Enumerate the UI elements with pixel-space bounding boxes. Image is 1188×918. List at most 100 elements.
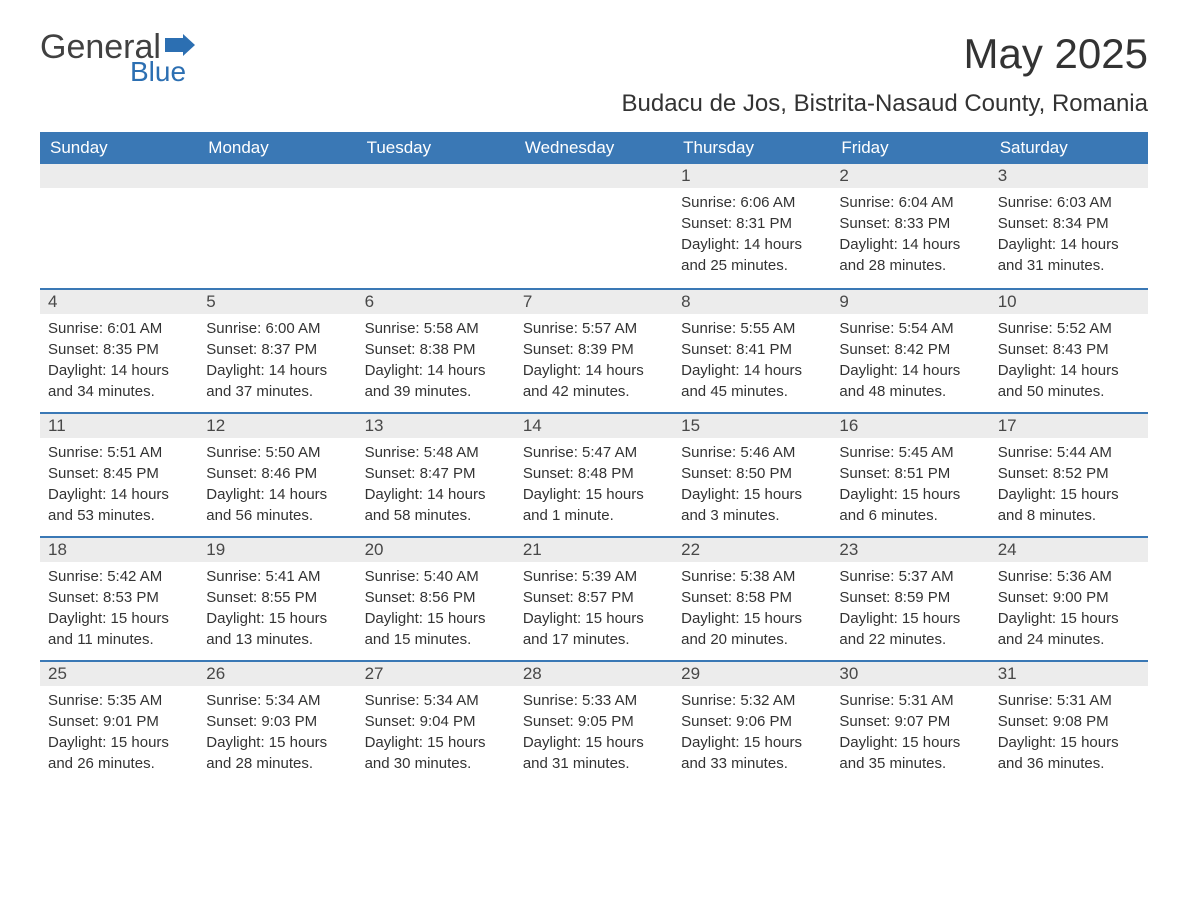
sunset-line: Sunset: 9:06 PM — [681, 711, 823, 732]
day-cell: 2Sunrise: 6:04 AMSunset: 8:33 PMDaylight… — [831, 164, 989, 288]
day-cell: 27Sunrise: 5:34 AMSunset: 9:04 PMDayligh… — [357, 662, 515, 784]
day-number: 17 — [990, 414, 1148, 438]
day-cell: 22Sunrise: 5:38 AMSunset: 8:58 PMDayligh… — [673, 538, 831, 660]
daylight-line: Daylight: 14 hours and 25 minutes. — [681, 234, 823, 276]
daylight-line: Daylight: 14 hours and 58 minutes. — [365, 484, 507, 526]
day-number: 10 — [990, 290, 1148, 314]
daylight-line: Daylight: 15 hours and 11 minutes. — [48, 608, 190, 650]
day-number: 3 — [990, 164, 1148, 188]
day-body: Sunrise: 5:55 AMSunset: 8:41 PMDaylight:… — [673, 314, 831, 412]
day-cell: 20Sunrise: 5:40 AMSunset: 8:56 PMDayligh… — [357, 538, 515, 660]
logo-text-blue: Blue — [130, 58, 186, 86]
day-number: 24 — [990, 538, 1148, 562]
sunset-line: Sunset: 8:35 PM — [48, 339, 190, 360]
day-body: Sunrise: 5:31 AMSunset: 9:08 PMDaylight:… — [990, 686, 1148, 784]
day-cell: 10Sunrise: 5:52 AMSunset: 8:43 PMDayligh… — [990, 290, 1148, 412]
day-body: Sunrise: 5:32 AMSunset: 9:06 PMDaylight:… — [673, 686, 831, 784]
sunset-line: Sunset: 8:46 PM — [206, 463, 348, 484]
sunrise-line: Sunrise: 5:34 AM — [206, 690, 348, 711]
day-cell: 30Sunrise: 5:31 AMSunset: 9:07 PMDayligh… — [831, 662, 989, 784]
sunset-line: Sunset: 9:03 PM — [206, 711, 348, 732]
sunset-line: Sunset: 8:55 PM — [206, 587, 348, 608]
day-cell — [198, 164, 356, 288]
sunrise-line: Sunrise: 5:32 AM — [681, 690, 823, 711]
sunrise-line: Sunrise: 5:38 AM — [681, 566, 823, 587]
day-cell: 3Sunrise: 6:03 AMSunset: 8:34 PMDaylight… — [990, 164, 1148, 288]
dow-cell: Thursday — [673, 132, 831, 164]
daylight-line: Daylight: 15 hours and 28 minutes. — [206, 732, 348, 774]
daylight-line: Daylight: 15 hours and 33 minutes. — [681, 732, 823, 774]
day-number: 13 — [357, 414, 515, 438]
day-number: 21 — [515, 538, 673, 562]
daylight-line: Daylight: 14 hours and 50 minutes. — [998, 360, 1140, 402]
day-cell: 14Sunrise: 5:47 AMSunset: 8:48 PMDayligh… — [515, 414, 673, 536]
day-body: Sunrise: 5:48 AMSunset: 8:47 PMDaylight:… — [357, 438, 515, 536]
daylight-line: Daylight: 14 hours and 34 minutes. — [48, 360, 190, 402]
day-cell: 6Sunrise: 5:58 AMSunset: 8:38 PMDaylight… — [357, 290, 515, 412]
day-cell: 28Sunrise: 5:33 AMSunset: 9:05 PMDayligh… — [515, 662, 673, 784]
daylight-line: Daylight: 15 hours and 17 minutes. — [523, 608, 665, 650]
day-number: 29 — [673, 662, 831, 686]
day-cell: 26Sunrise: 5:34 AMSunset: 9:03 PMDayligh… — [198, 662, 356, 784]
sunrise-line: Sunrise: 5:42 AM — [48, 566, 190, 587]
sunset-line: Sunset: 8:56 PM — [365, 587, 507, 608]
sunrise-line: Sunrise: 6:01 AM — [48, 318, 190, 339]
week-row: 25Sunrise: 5:35 AMSunset: 9:01 PMDayligh… — [40, 660, 1148, 784]
day-cell: 12Sunrise: 5:50 AMSunset: 8:46 PMDayligh… — [198, 414, 356, 536]
dow-cell: Sunday — [40, 132, 198, 164]
day-number: 6 — [357, 290, 515, 314]
header: General Blue May 2025 — [40, 30, 1148, 86]
dow-cell: Saturday — [990, 132, 1148, 164]
day-body: Sunrise: 5:41 AMSunset: 8:55 PMDaylight:… — [198, 562, 356, 660]
dow-cell: Wednesday — [515, 132, 673, 164]
sunrise-line: Sunrise: 5:31 AM — [998, 690, 1140, 711]
day-body: Sunrise: 5:45 AMSunset: 8:51 PMDaylight:… — [831, 438, 989, 536]
day-number: 11 — [40, 414, 198, 438]
day-number: 18 — [40, 538, 198, 562]
day-cell: 17Sunrise: 5:44 AMSunset: 8:52 PMDayligh… — [990, 414, 1148, 536]
sunrise-line: Sunrise: 5:50 AM — [206, 442, 348, 463]
day-number — [357, 164, 515, 188]
week-row: 1Sunrise: 6:06 AMSunset: 8:31 PMDaylight… — [40, 164, 1148, 288]
day-number: 31 — [990, 662, 1148, 686]
sunrise-line: Sunrise: 6:00 AM — [206, 318, 348, 339]
day-body: Sunrise: 5:42 AMSunset: 8:53 PMDaylight:… — [40, 562, 198, 660]
day-cell — [40, 164, 198, 288]
day-body: Sunrise: 6:01 AMSunset: 8:35 PMDaylight:… — [40, 314, 198, 412]
daylight-line: Daylight: 15 hours and 30 minutes. — [365, 732, 507, 774]
day-number: 5 — [198, 290, 356, 314]
sunrise-line: Sunrise: 5:51 AM — [48, 442, 190, 463]
day-number: 2 — [831, 164, 989, 188]
daylight-line: Daylight: 14 hours and 56 minutes. — [206, 484, 348, 526]
week-row: 18Sunrise: 5:42 AMSunset: 8:53 PMDayligh… — [40, 536, 1148, 660]
page-title: May 2025 — [964, 30, 1148, 78]
day-body: Sunrise: 5:37 AMSunset: 8:59 PMDaylight:… — [831, 562, 989, 660]
sunset-line: Sunset: 9:08 PM — [998, 711, 1140, 732]
day-cell: 13Sunrise: 5:48 AMSunset: 8:47 PMDayligh… — [357, 414, 515, 536]
logo: General Blue — [40, 30, 195, 86]
daylight-line: Daylight: 15 hours and 24 minutes. — [998, 608, 1140, 650]
day-cell: 31Sunrise: 5:31 AMSunset: 9:08 PMDayligh… — [990, 662, 1148, 784]
sunrise-line: Sunrise: 5:37 AM — [839, 566, 981, 587]
sunset-line: Sunset: 9:07 PM — [839, 711, 981, 732]
day-cell: 9Sunrise: 5:54 AMSunset: 8:42 PMDaylight… — [831, 290, 989, 412]
sunset-line: Sunset: 9:00 PM — [998, 587, 1140, 608]
sunset-line: Sunset: 8:58 PM — [681, 587, 823, 608]
daylight-line: Daylight: 14 hours and 42 minutes. — [523, 360, 665, 402]
sunset-line: Sunset: 8:47 PM — [365, 463, 507, 484]
day-body: Sunrise: 5:39 AMSunset: 8:57 PMDaylight:… — [515, 562, 673, 660]
day-number: 19 — [198, 538, 356, 562]
day-number: 8 — [673, 290, 831, 314]
dow-cell: Tuesday — [357, 132, 515, 164]
daylight-line: Daylight: 15 hours and 6 minutes. — [839, 484, 981, 526]
daylight-line: Daylight: 15 hours and 35 minutes. — [839, 732, 981, 774]
day-body: Sunrise: 5:40 AMSunset: 8:56 PMDaylight:… — [357, 562, 515, 660]
sunset-line: Sunset: 8:39 PM — [523, 339, 665, 360]
day-cell: 11Sunrise: 5:51 AMSunset: 8:45 PMDayligh… — [40, 414, 198, 536]
day-number: 23 — [831, 538, 989, 562]
sunrise-line: Sunrise: 5:44 AM — [998, 442, 1140, 463]
day-body: Sunrise: 5:52 AMSunset: 8:43 PMDaylight:… — [990, 314, 1148, 412]
day-body: Sunrise: 5:50 AMSunset: 8:46 PMDaylight:… — [198, 438, 356, 536]
day-number: 22 — [673, 538, 831, 562]
sunrise-line: Sunrise: 5:41 AM — [206, 566, 348, 587]
